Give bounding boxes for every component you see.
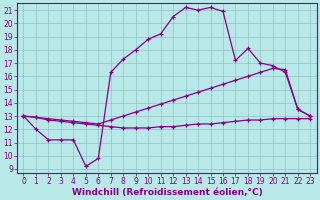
- X-axis label: Windchill (Refroidissement éolien,°C): Windchill (Refroidissement éolien,°C): [72, 188, 262, 197]
